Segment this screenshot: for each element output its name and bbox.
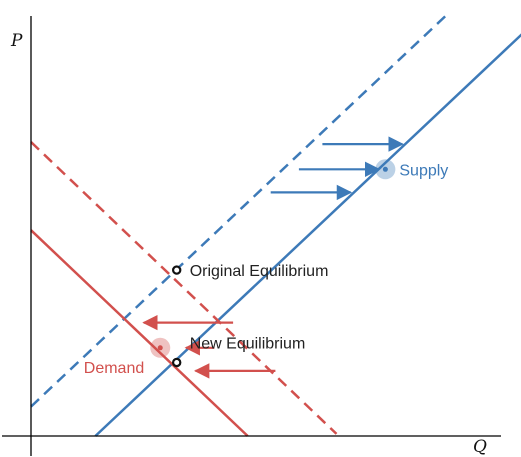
demand-curve-dashed-3	[30, 141, 338, 435]
supply-curve-dashed-1	[30, 15, 447, 408]
supply-marker-dot	[382, 166, 388, 172]
supply-curve-label: Supply	[399, 162, 448, 179]
original-equilibrium-label: Original Equilibrium	[190, 263, 329, 280]
supply-curve-solid-0	[94, 33, 521, 437]
new-equilibrium-label: New Equilibrium	[190, 336, 306, 353]
demand-marker-dot	[157, 345, 163, 351]
curve-markers-layer: Supply Demand	[84, 159, 448, 377]
demand-curve-solid-2	[30, 229, 249, 437]
equilibrium-points-layer: Original Equilibrium New Equilibrium	[171, 263, 329, 368]
original-equilibrium-point	[171, 265, 182, 275]
new-equilibrium-point	[171, 357, 182, 368]
demand-curve-label: Demand	[84, 360, 144, 377]
x-axis-label: Q	[473, 437, 487, 457]
curves-layer	[30, 15, 521, 437]
y-axis-label: P	[10, 31, 23, 51]
shift-arrows-layer	[142, 136, 404, 379]
